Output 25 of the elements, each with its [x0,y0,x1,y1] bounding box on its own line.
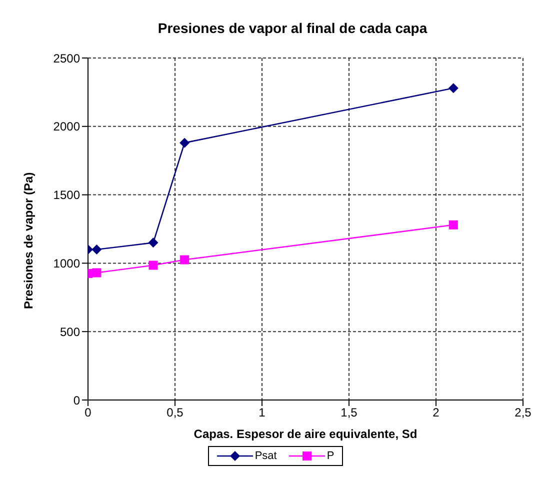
point [448,220,458,230]
x-tick-label: 2,5 [514,406,532,420]
x-axis-title: Capas. Espesor de aire equivalente, Sd [194,427,418,441]
point [148,238,158,248]
point [92,268,102,278]
y-tick-label: 2000 [53,120,80,134]
legend-label: P [326,450,334,462]
y-tick-label: 1000 [53,256,80,270]
point [148,260,158,270]
y-axis-title: Presiones de vapor (Pa) [21,172,36,309]
y-tick-label: 2500 [53,51,80,66]
point [448,83,458,94]
x-tick-label: 1 [258,406,266,420]
x-tick-label: 0 [84,406,92,420]
y-tick-label: 500 [60,324,80,339]
x-tick-label: 1,5 [340,406,358,420]
legend-label: Psat [254,450,277,462]
x-tick-label: 0,5 [166,406,184,420]
y-tick-label: 0 [73,393,80,408]
y-tick-label: 1500 [53,188,80,202]
point [180,255,190,264]
x-tick-label: 2 [432,406,440,420]
chart-title: Presiones de vapor al final de cada capa [156,19,428,38]
point [92,244,102,255]
point [180,138,190,148]
